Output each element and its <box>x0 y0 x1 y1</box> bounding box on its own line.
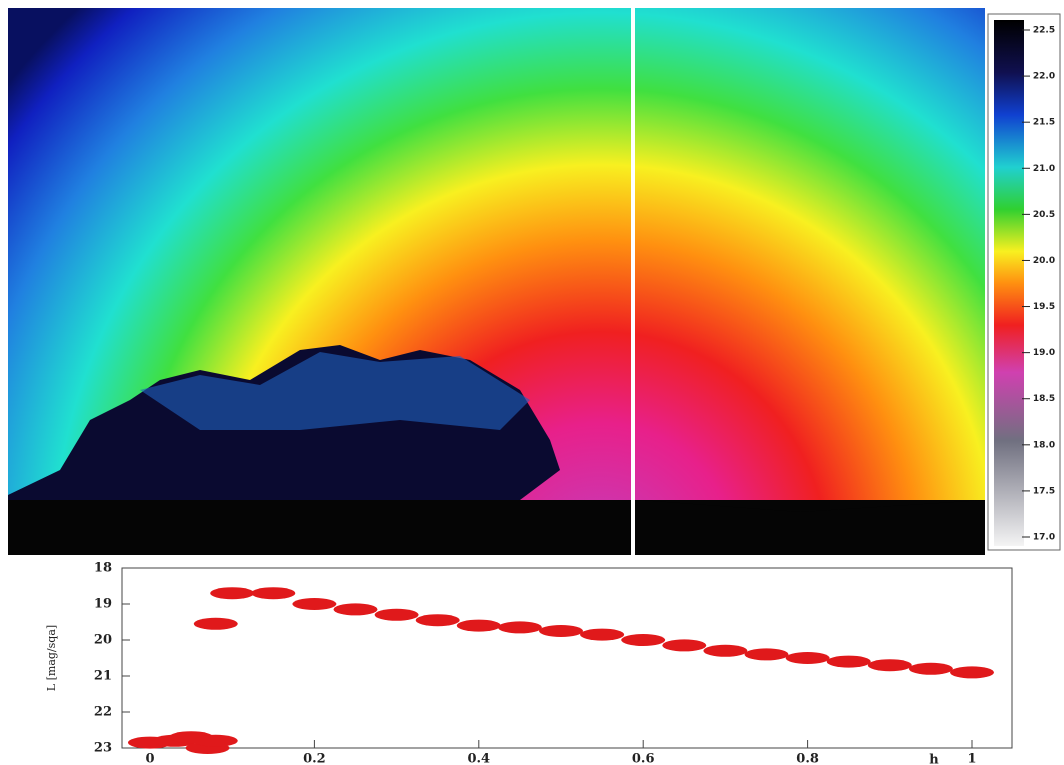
data-point <box>662 639 706 651</box>
tick-label: 20.0 <box>1033 256 1055 266</box>
data-point <box>375 609 419 621</box>
data-point <box>909 663 953 675</box>
y-axis-label: L [mag/sqa] <box>45 625 58 691</box>
x-tick-label: 1 <box>967 752 976 765</box>
y-tick-label: 21 <box>94 669 112 684</box>
tick-label: 21.5 <box>1033 118 1055 128</box>
y-tick-label: 20 <box>94 633 112 648</box>
tick-label: 18.5 <box>1033 394 1055 404</box>
y-tick-label: 23 <box>94 741 112 756</box>
tick-label: 19.0 <box>1033 348 1055 358</box>
y-tick-label: 22 <box>94 705 112 720</box>
data-point <box>539 625 583 637</box>
tick-label: 22.0 <box>1033 72 1055 82</box>
data-point <box>416 614 460 626</box>
x-tick-label: 0 <box>145 752 154 765</box>
data-point <box>868 659 912 671</box>
data-point <box>950 666 994 678</box>
data-point <box>334 603 378 615</box>
data-point <box>194 735 238 747</box>
data-point <box>210 587 254 599</box>
data-point <box>703 645 747 657</box>
data-point <box>194 618 238 630</box>
data-point <box>251 587 295 599</box>
tick-label: 19.5 <box>1033 302 1055 312</box>
figure: 17.0 17.5 18.0 18.5 19.0 19.5 20.0 20.5 21.0 21.5… <box>0 0 1064 765</box>
x-tick-label: 0.2 <box>303 752 326 765</box>
tick-label: 21.0 <box>1033 164 1055 174</box>
data-point <box>786 652 830 664</box>
data-point <box>827 656 871 668</box>
y-tick-label: 19 <box>94 597 112 612</box>
tick-label: 20.5 <box>1033 210 1055 220</box>
data-point <box>745 648 789 660</box>
x-axis-label: h <box>929 753 939 765</box>
colorbar: 17.0 17.5 18.0 18.5 19.0 19.5 20.0 20.5 21.0 21.5… <box>988 14 1060 550</box>
data-point <box>498 621 542 633</box>
data-point <box>621 634 665 646</box>
profile-plot: 18 19 20 21 22 23 0 0.2 0.4 0.6 0.8 1 L [mag/sqa] h <box>45 561 1012 765</box>
data-point <box>292 598 336 610</box>
x-tick-label: 0.8 <box>796 752 819 765</box>
tick-label: 17.5 <box>1033 486 1055 496</box>
data-point <box>457 620 501 632</box>
tick-label: 17.0 <box>1033 533 1055 543</box>
data-point <box>580 629 624 641</box>
x-tick-label: 0.6 <box>632 752 655 765</box>
y-tick-label: 18 <box>94 561 112 576</box>
x-tick-label: 0.4 <box>467 752 490 765</box>
tick-label: 22.5 <box>1033 26 1055 36</box>
sky-image <box>8 8 985 555</box>
tick-label: 18.0 <box>1033 440 1055 450</box>
